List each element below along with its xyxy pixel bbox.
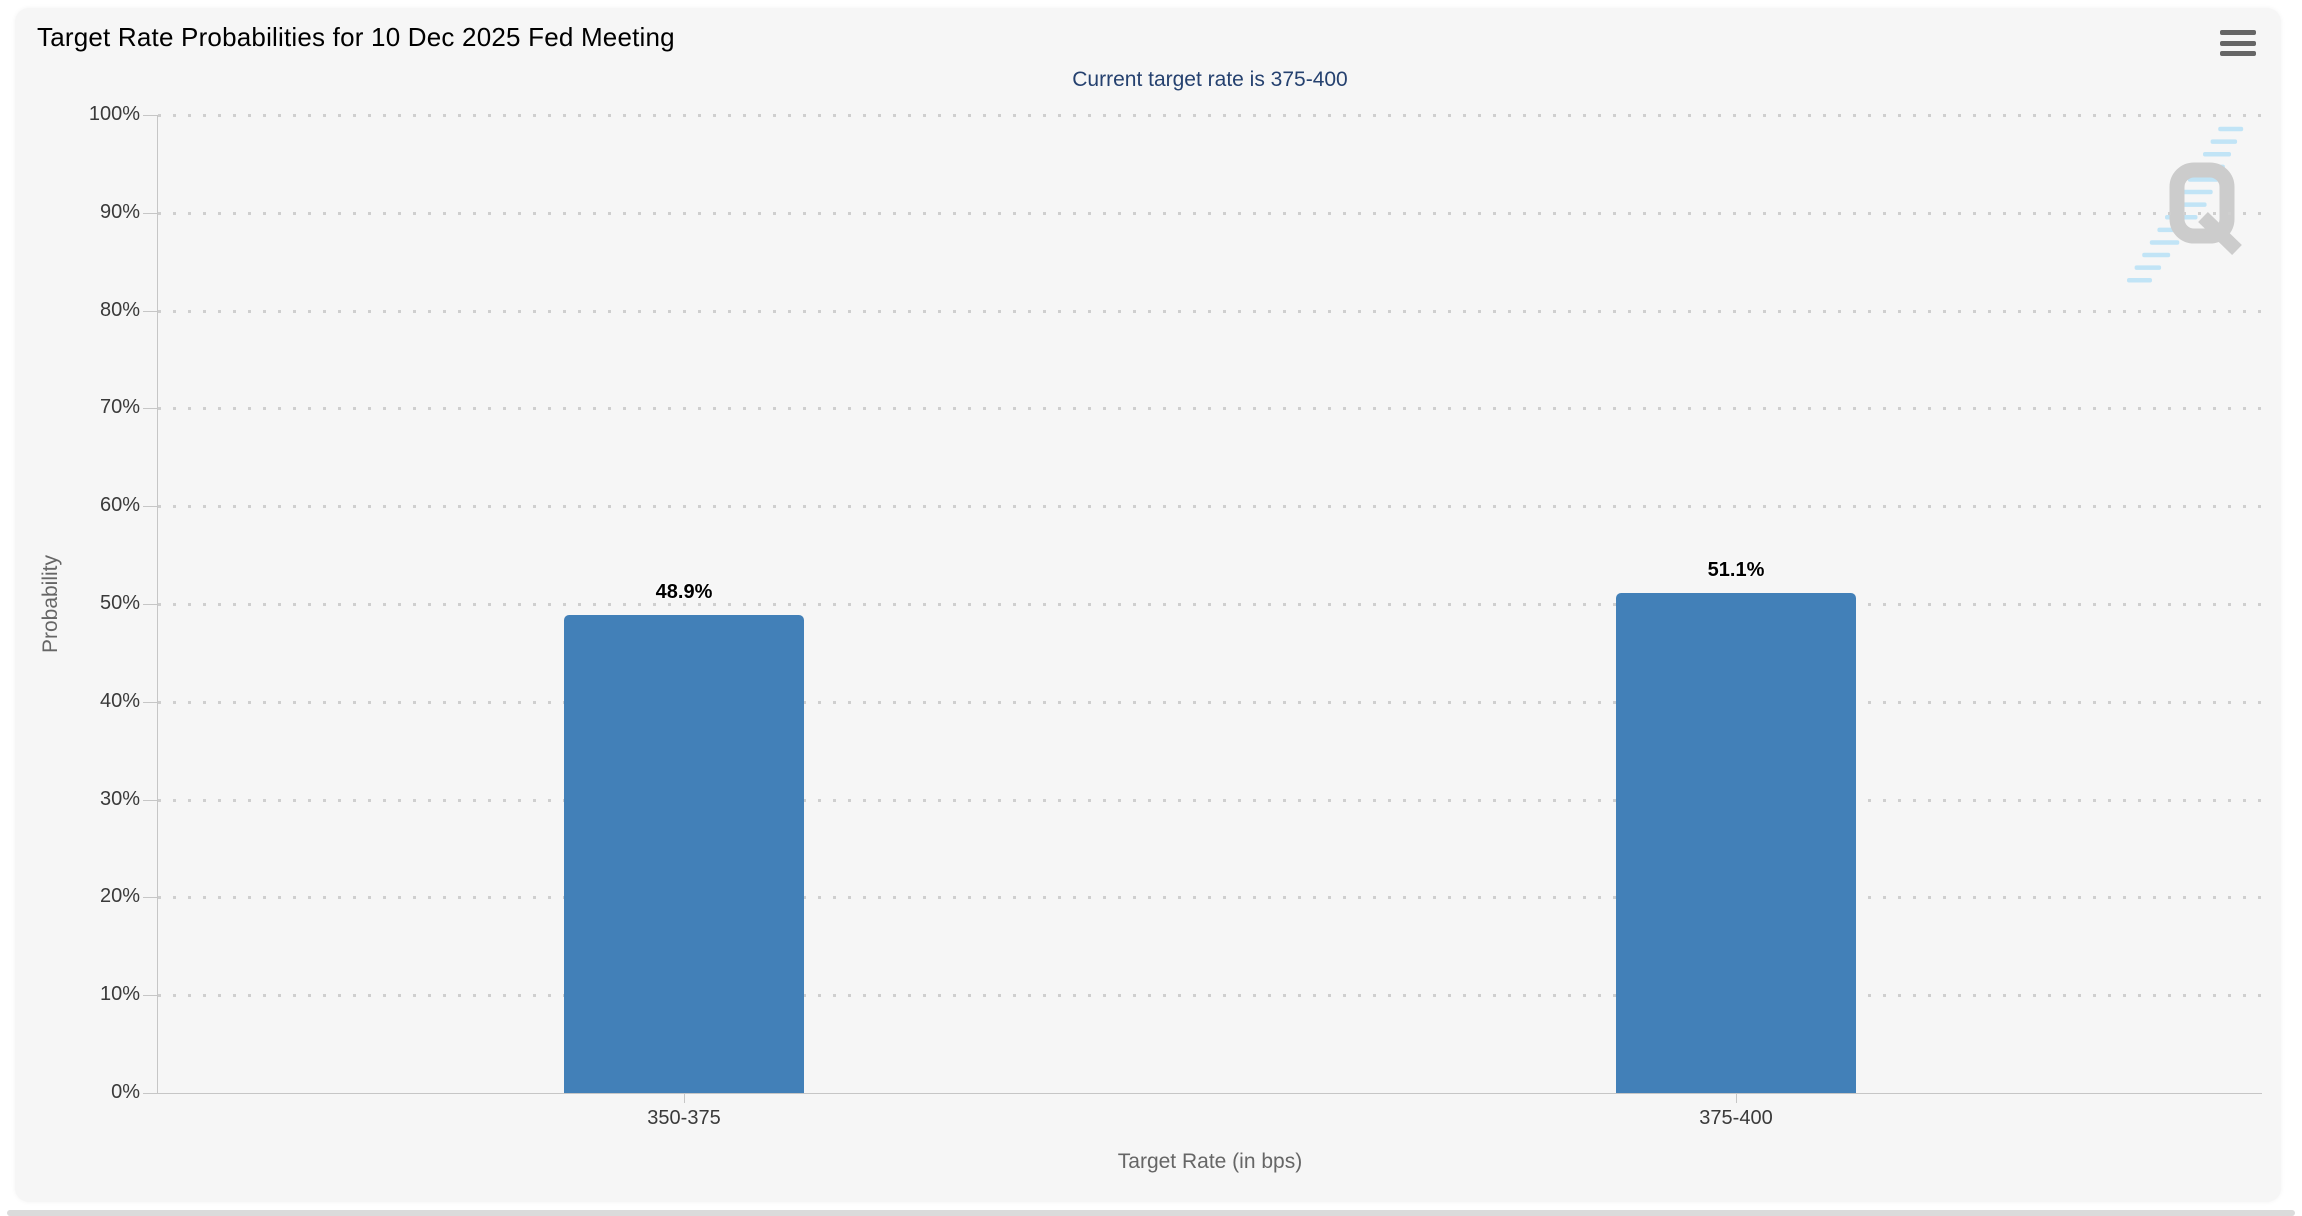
horizontal-scrollbar-track[interactable] xyxy=(7,1210,2295,1216)
x-axis-line xyxy=(158,1093,2262,1094)
y-axis-tick xyxy=(143,212,158,214)
y-axis-label: 0% xyxy=(111,1081,140,1103)
x-category-label: 375-400 xyxy=(1699,1107,1773,1129)
y-gridline xyxy=(158,211,2262,215)
y-gridline xyxy=(158,700,2262,704)
bar-value-label: 51.1% xyxy=(1707,559,1765,582)
y-gridline xyxy=(158,798,2262,802)
y-axis-label: 10% xyxy=(99,983,140,1006)
y-axis-tick xyxy=(143,115,158,116)
bar[interactable] xyxy=(564,614,804,1093)
y-gridline xyxy=(158,505,2262,509)
bar-value-label: 48.9% xyxy=(655,580,713,603)
y-axis-tick xyxy=(143,897,158,899)
y-gridline xyxy=(158,407,2262,411)
x-axis-tick xyxy=(1736,1093,1737,1103)
quikstrike-watermark-icon xyxy=(2123,100,2302,300)
y-gridline xyxy=(158,603,2262,606)
chart-card: Target Rate Probabilities for 10 Dec 202… xyxy=(15,8,2281,1202)
y-gridline xyxy=(158,896,2262,900)
y-axis-label: 60% xyxy=(99,494,140,517)
bar[interactable] xyxy=(1616,593,1856,1093)
x-axis-title: Target Rate (in bps) xyxy=(1117,1150,1303,1173)
hamburger-menu-icon xyxy=(2220,51,2256,56)
y-axis-label: 80% xyxy=(99,298,140,321)
chart-context-menu-button[interactable] xyxy=(2220,28,2256,58)
y-axis-label: 30% xyxy=(99,787,140,810)
y-axis-tick xyxy=(143,506,158,508)
y-gridline xyxy=(158,114,2262,117)
x-axis-tick xyxy=(684,1093,685,1103)
y-axis-line xyxy=(157,115,158,1093)
x-category-label: 350-375 xyxy=(647,1107,721,1129)
y-axis-tick xyxy=(143,1093,158,1094)
y-gridline xyxy=(158,309,2262,313)
y-gridline xyxy=(158,994,2262,998)
hamburger-menu-icon xyxy=(2220,40,2256,46)
y-axis-label: 40% xyxy=(99,689,140,712)
y-axis-label: 20% xyxy=(99,885,140,908)
y-axis-label: 90% xyxy=(99,200,140,223)
y-axis-label: 70% xyxy=(99,396,140,419)
chart-subtitle: Current target rate is 375-400 xyxy=(1072,68,1348,91)
y-axis-label: 50% xyxy=(99,592,140,614)
y-axis-tick xyxy=(143,995,158,997)
hamburger-menu-icon xyxy=(2220,30,2256,35)
y-axis-label: 100% xyxy=(88,103,140,125)
y-axis-tick xyxy=(143,604,158,605)
y-axis-tick xyxy=(143,799,158,801)
plot-area: 0% 10% 20% 30% 40% 50% 60% 70% 80% 90% 100% 48.9% 35… xyxy=(15,8,2281,1202)
y-axis-tick xyxy=(143,701,158,703)
y-axis-tick xyxy=(143,310,158,312)
y-axis-tick xyxy=(143,408,158,410)
chart-title: Target Rate Probabilities for 10 Dec 202… xyxy=(37,22,675,52)
